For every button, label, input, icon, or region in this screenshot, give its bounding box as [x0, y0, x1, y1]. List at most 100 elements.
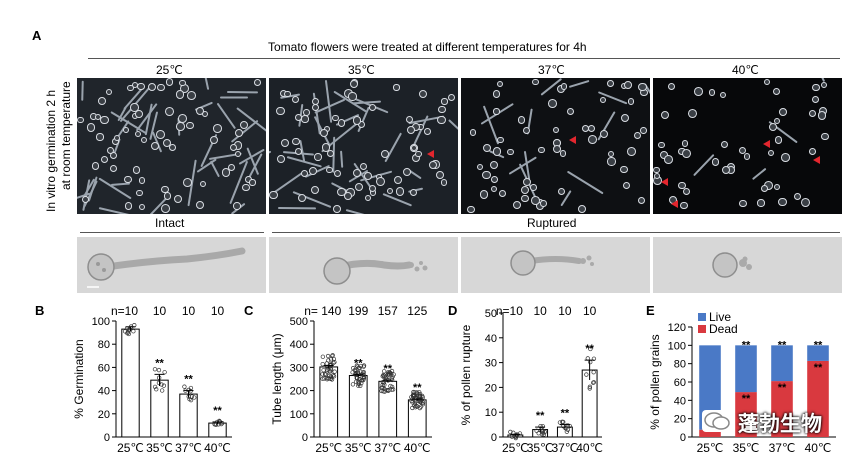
data-point: [382, 375, 387, 380]
pollen-grain: [553, 145, 562, 153]
pollen-grain: [681, 140, 689, 147]
pollen-grain: [138, 203, 146, 211]
panel-letter: D: [448, 303, 457, 318]
n-label: 10: [153, 304, 167, 318]
pollen-grain: [284, 90, 291, 98]
pollen-grain: [291, 95, 300, 104]
pollen-grain: [774, 183, 781, 191]
pollen-grain: [322, 143, 331, 152]
data-point: [325, 353, 331, 359]
pollen-grain: [808, 148, 816, 155]
pollen-grain: [424, 127, 431, 135]
pollen-grain: [492, 147, 502, 156]
pollen-grain: [779, 108, 788, 117]
pollen-grain: [303, 109, 310, 116]
pollen-grain: [467, 205, 475, 214]
pollen-grain: [91, 162, 100, 170]
data-point: [540, 424, 545, 429]
x-tick-label: 35℃: [345, 441, 372, 455]
data-point: [391, 372, 396, 377]
pollen-grain: [394, 176, 403, 185]
brightfield-ruptured-40c: [653, 237, 842, 293]
pollen-grain: [720, 92, 727, 99]
x-tick-label: 35℃: [527, 441, 554, 455]
significance: **: [383, 363, 392, 375]
pollen-grain: [547, 98, 557, 108]
pollen-grain: [94, 113, 101, 120]
pollen-grain: [355, 183, 364, 192]
pollen-grain: [156, 130, 165, 140]
data-point: [358, 369, 363, 374]
panel-letter: C: [244, 303, 254, 318]
pollen-grain: [360, 163, 368, 171]
y-tick-label: 400: [290, 339, 308, 351]
temp-label-40: 40℃: [732, 63, 759, 77]
n-label: n=10: [496, 304, 523, 318]
data-point: [411, 392, 416, 397]
pollen-grain: [521, 194, 529, 203]
data-point: [361, 364, 366, 369]
red-arrow-icon: [671, 200, 678, 208]
pollen-grain: [100, 115, 109, 124]
pollen-grain: [410, 144, 418, 151]
pollen-grain: [337, 118, 346, 127]
pollen-grain: [577, 204, 586, 213]
pollen-grain: [407, 125, 416, 134]
pollen-grain: [530, 183, 538, 191]
data-point: [356, 383, 361, 388]
pollen-grain: [350, 80, 359, 89]
pollen-grain: [441, 179, 448, 186]
pollen-grain: [319, 129, 328, 138]
pollen-grain: [358, 121, 366, 129]
pollen-grain: [334, 170, 342, 178]
data-point: [161, 383, 167, 388]
data-point: [332, 359, 337, 365]
data-point: [410, 400, 415, 405]
pollen-grain: [77, 116, 84, 124]
data-point: [417, 405, 423, 411]
bar-dead: [771, 381, 793, 437]
pollen-grain: [326, 149, 335, 158]
pollen-grain: [241, 183, 250, 192]
y-tick-label: 0: [302, 432, 308, 444]
significance: **: [155, 357, 164, 369]
pollen-grain: [677, 181, 686, 190]
pollen-grain: [409, 188, 418, 196]
pollen-grain: [653, 172, 660, 179]
pollen-grain: [599, 129, 609, 139]
pollen-grain: [368, 103, 376, 111]
data-point: [565, 423, 571, 428]
data-point: [382, 369, 387, 374]
pollen-grain: [277, 155, 285, 163]
x-tick-label: 25℃: [117, 441, 144, 455]
y-axis-label: % of pollen rupture: [459, 324, 473, 425]
pollen-grain: [386, 187, 394, 195]
pollen-grain: [688, 109, 698, 119]
bar-dead: [735, 392, 757, 437]
legend-label-dead: Dead: [709, 322, 738, 336]
significance-live: **: [814, 339, 823, 351]
pollen-grain: [337, 187, 347, 197]
ruptured-divider: [272, 232, 840, 233]
bar-live: [735, 345, 757, 393]
y-tick-label: 20: [98, 409, 110, 421]
data-point: [534, 428, 539, 433]
y-axis-label: % of pollen grains: [648, 334, 662, 429]
pollen-grain: [490, 176, 498, 184]
pollen-grain: [178, 114, 187, 124]
pollen-grain: [227, 163, 235, 172]
pollen-grain: [493, 108, 500, 115]
data-point: [162, 370, 167, 375]
pollen-grain: [332, 114, 339, 122]
y-tick-label: 200: [290, 386, 308, 398]
data-point: [591, 380, 596, 385]
pollen-grain: [281, 139, 290, 148]
x-tick-label: 25℃: [315, 441, 342, 455]
pollen-grain: [811, 83, 820, 92]
data-point: [320, 376, 325, 381]
pollen-grain: [764, 180, 774, 190]
pollen-grain: [538, 146, 545, 154]
significance-live: **: [778, 339, 787, 351]
pollen-grain: [221, 167, 231, 177]
bar: [121, 328, 140, 438]
